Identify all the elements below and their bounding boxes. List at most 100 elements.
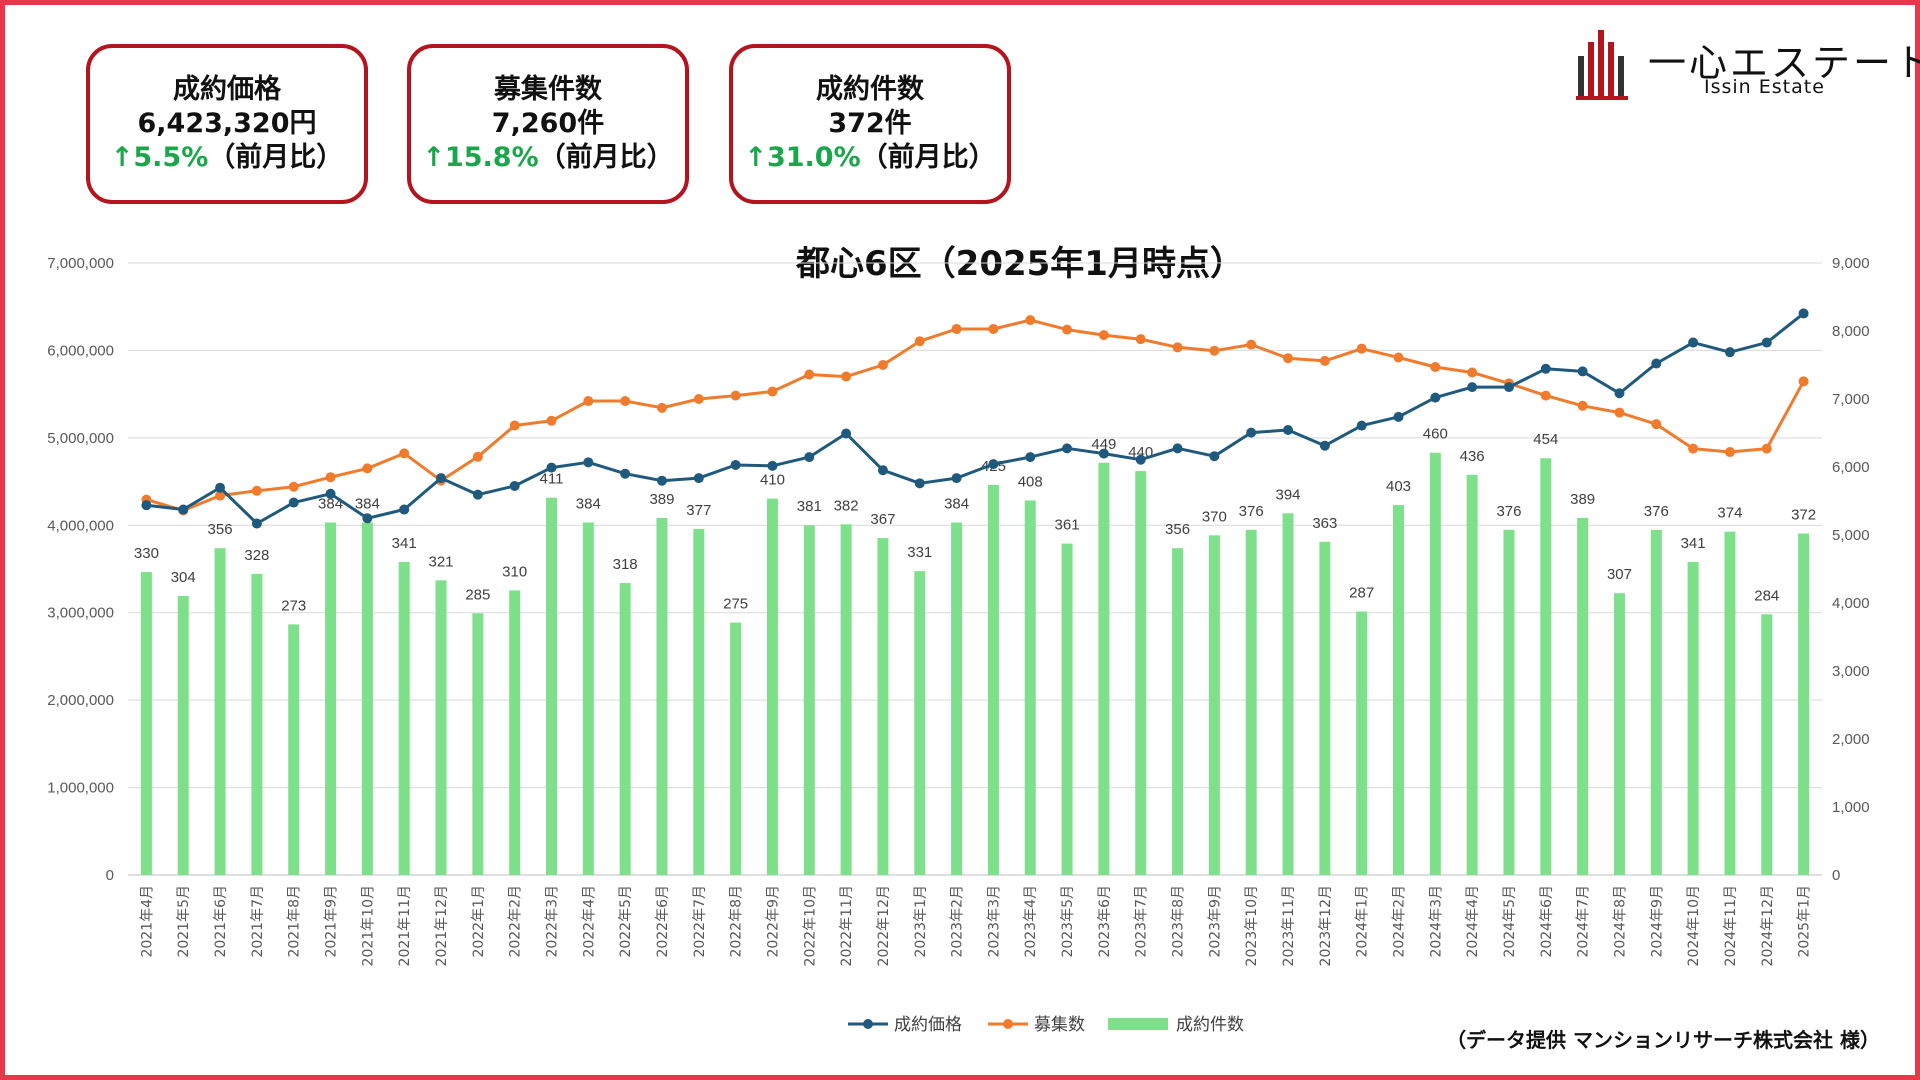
kpi-change-value: 15.8% xyxy=(444,142,539,173)
left-axis-tick-label: 3,000,000 xyxy=(47,605,114,622)
bar-contract-count xyxy=(1282,513,1294,875)
point-contract-price xyxy=(1430,392,1441,403)
bar-contract-count xyxy=(1577,517,1589,875)
bar-contract-count xyxy=(656,517,668,875)
x-axis-tick-label: 2024年9月 xyxy=(1649,885,1665,958)
point-contract-price xyxy=(215,482,226,493)
x-axis-tick-label: 2023年4月 xyxy=(1023,885,1039,958)
bar-contract-count xyxy=(1724,531,1736,875)
kpi-title: 成約件数 xyxy=(816,74,924,105)
point-contract-price xyxy=(1135,454,1146,465)
point-listings xyxy=(362,463,373,474)
bar-contract-count xyxy=(1613,593,1625,875)
bar-contract-count xyxy=(546,497,557,875)
x-axis-tick-label: 2022年5月 xyxy=(618,885,634,958)
bar-data-label: 370 xyxy=(1202,508,1227,525)
bar-contract-count xyxy=(1356,611,1368,875)
bar-data-label: 410 xyxy=(760,472,785,489)
bar-contract-count xyxy=(1319,541,1331,875)
point-listings xyxy=(1062,324,1073,335)
point-listings xyxy=(1209,345,1220,356)
bar-contract-count xyxy=(1429,452,1441,875)
x-axis-tick-label: 2024年6月 xyxy=(1539,885,1555,958)
kpi-value: 7,260件 xyxy=(491,108,605,139)
point-contract-price xyxy=(1688,337,1699,348)
x-axis-tick-label: 2022年12月 xyxy=(876,885,892,966)
x-axis-tick-label: 2023年12月 xyxy=(1318,885,1334,966)
point-contract-price xyxy=(141,500,152,511)
bar-contract-count xyxy=(619,583,631,875)
point-contract-price xyxy=(914,478,925,489)
x-axis-tick-label: 2024年11月 xyxy=(1723,885,1739,966)
point-listings xyxy=(1135,334,1146,345)
point-contract-price xyxy=(288,497,299,508)
bar-data-label: 356 xyxy=(1165,521,1190,538)
x-axis-tick-label: 2022年6月 xyxy=(655,885,671,958)
x-axis-tick-label: 2023年5月 xyxy=(1060,885,1076,958)
kpi-title: 募集件数 xyxy=(494,74,602,105)
kpi-value: 372件 xyxy=(828,108,912,139)
bar-contract-count xyxy=(1650,529,1662,875)
right-axis-tick-label: 5,000 xyxy=(1832,527,1870,544)
kpi-value: 6,423,320円 xyxy=(137,108,317,139)
bar-data-label: 384 xyxy=(576,495,601,512)
point-contract-price xyxy=(325,488,336,499)
point-contract-price xyxy=(1319,440,1330,451)
bar-data-label: 304 xyxy=(171,569,196,586)
bar-contract-count xyxy=(398,561,410,875)
point-listings xyxy=(1172,342,1183,353)
x-axis-tick-label: 2024年3月 xyxy=(1428,885,1444,958)
x-axis-tick-label: 2024年10月 xyxy=(1686,885,1702,966)
point-contract-price xyxy=(730,459,741,470)
bar-contract-count xyxy=(472,613,484,875)
x-axis-tick-label: 2021年10月 xyxy=(360,885,376,966)
kpi-card-listings: 募集件数 7,260件 ↑15.8%（前月比） xyxy=(407,44,689,204)
x-axis-tick-label: 2021年5月 xyxy=(176,885,192,958)
x-axis-tick-label: 2023年1月 xyxy=(913,885,929,958)
bar-data-label: 374 xyxy=(1717,505,1742,522)
right-axis-tick-label: 0 xyxy=(1832,867,1840,884)
point-listings xyxy=(767,386,778,397)
point-listings xyxy=(656,402,667,413)
point-contract-price xyxy=(472,489,483,500)
bar-data-label: 331 xyxy=(907,544,932,561)
bar-contract-count xyxy=(1798,533,1810,875)
bar-contract-count xyxy=(582,522,594,875)
x-axis-tick-label: 2022年10月 xyxy=(802,885,818,966)
x-axis-tick-label: 2025年1月 xyxy=(1797,885,1813,958)
left-axis-tick-label: 6,000,000 xyxy=(47,342,114,359)
x-axis-tick-label: 2022年1月 xyxy=(471,885,487,958)
kpi-change-value: 5.5% xyxy=(133,142,209,173)
x-axis-tick-label: 2022年3月 xyxy=(545,885,561,958)
logo-name-jp: 一心エステート xyxy=(1648,41,1920,85)
point-contract-price xyxy=(877,465,888,476)
point-contract-price xyxy=(841,428,852,439)
point-contract-price xyxy=(1283,424,1294,435)
x-axis-tick-label: 2021年11月 xyxy=(397,885,413,966)
bar-data-label: 449 xyxy=(1091,436,1116,453)
point-listings xyxy=(1246,339,1257,350)
point-contract-price xyxy=(1798,308,1809,319)
right-axis-tick-label: 4,000 xyxy=(1832,595,1870,612)
bar-data-label: 376 xyxy=(1644,503,1669,520)
bar-contract-count xyxy=(766,498,778,875)
bar-contract-count xyxy=(877,538,889,875)
legend-swatch xyxy=(1108,1018,1168,1030)
x-axis-tick-label: 2022年8月 xyxy=(729,885,745,958)
bar-contract-count xyxy=(1503,529,1515,875)
x-axis-tick-label: 2022年2月 xyxy=(508,885,524,958)
bar-contract-count xyxy=(1393,505,1404,875)
point-listings xyxy=(877,360,888,370)
bar-data-label: 363 xyxy=(1312,515,1337,532)
point-listings xyxy=(472,451,483,462)
bar-contract-count xyxy=(435,580,447,875)
bar-contract-count xyxy=(1061,543,1073,875)
x-axis-tick-label: 2021年6月 xyxy=(213,885,229,958)
x-axis-tick-label: 2023年11月 xyxy=(1281,885,1297,966)
x-axis-tick-label: 2023年8月 xyxy=(1171,885,1187,958)
x-axis-tick-label: 2024年8月 xyxy=(1612,885,1628,958)
left-axis-tick-label: 4,000,000 xyxy=(47,517,114,534)
bar-data-label: 287 xyxy=(1349,585,1374,602)
